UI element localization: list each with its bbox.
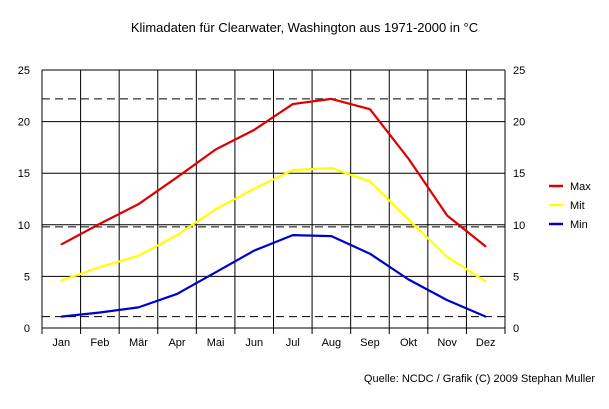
y-tick-label-left: 0 [24,323,30,335]
data-point [137,306,140,309]
data-point [330,98,333,100]
data-point [369,180,371,183]
data-point [253,187,256,190]
data-point [253,129,256,131]
data-point [137,203,140,205]
data-point [291,234,294,236]
data-point [369,108,371,111]
series-line-mit [60,166,487,283]
data-point [446,214,448,217]
y-tick-label-right: 0 [513,323,519,335]
y-tick-label-left: 25 [18,65,30,77]
legend-label: Max [570,181,591,193]
data-point [369,252,371,255]
legend-label: Mit [570,200,585,212]
data-point [407,157,410,160]
x-tick-label: Feb [90,337,109,349]
data-point [446,299,448,301]
legend: Max Mit Min [549,181,591,231]
data-point [176,293,178,295]
data-point [407,218,410,221]
x-tick-label: Dez [476,337,496,349]
y-tick-label-left: 10 [18,220,30,232]
data-point [407,278,410,281]
source-credit: Quelle: NCDC / Grafik (C) 2009 Stephan M… [363,373,595,385]
x-tick-label: Sep [360,337,380,349]
y-tick-label-right: 25 [513,65,525,77]
x-tick-label: Mai [207,337,225,349]
y-tick-label-left: 5 [24,271,30,283]
data-point [214,208,217,211]
x-tick-label: Okt [400,337,417,349]
data-point [484,315,487,318]
data-point [291,103,294,105]
x-tick-label: Jun [245,337,263,349]
x-tick-label: Jan [52,337,70,349]
data-point [60,243,63,246]
data-point [99,311,101,314]
data-point [446,255,448,258]
grid [41,69,506,334]
data-point [330,235,333,237]
data-point [214,148,217,151]
legend-label: Min [570,219,588,231]
y-tick-label-left: 20 [18,117,30,129]
series-line-min [61,234,487,318]
data-point [137,254,140,257]
data-point [214,271,217,274]
data-point [253,249,256,252]
x-tick-label: Aug [322,337,342,349]
data-point [60,279,63,282]
data-point [291,169,294,171]
data-point [99,222,101,225]
data-point [99,266,101,268]
x-tick-label: Mär [129,337,148,349]
y-tick-label-left: 15 [18,168,30,180]
data-point [484,245,487,248]
data-point [176,176,178,179]
x-tick-label: Apr [168,337,185,349]
data-point [60,315,63,318]
y-tick-label-right: 20 [513,117,525,129]
data-point [330,167,333,169]
axes: 0 0 5 5 10 10 15 15 20 20 25 25 Jan Feb Mär Apr Mai Jun Ju… [18,65,526,349]
x-tick-label: Nov [437,337,457,349]
chart-title: Klimadaten für Clearwater, Washington au… [130,20,479,35]
x-tick-label: Jul [286,337,300,349]
series-line-max [60,97,487,248]
y-tick-label-right: 5 [513,271,519,283]
data-point [176,234,178,236]
y-tick-label-right: 15 [513,168,525,180]
data-point [484,280,487,283]
series-lines [60,97,487,318]
y-tick-label-right: 10 [513,220,525,232]
